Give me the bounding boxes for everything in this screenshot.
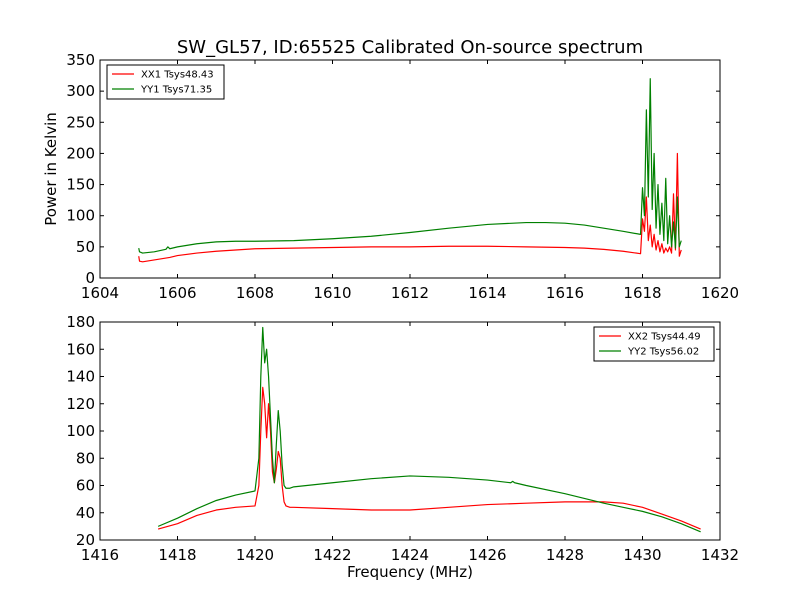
y-tick-label: 20 [76,531,95,549]
y-axis-label: Power in Kelvin [42,112,60,226]
x-axis-label: Frequency (MHz) [347,563,473,581]
series-line-yy [138,78,682,254]
chart-title: SW_GL57, ID:65525 Calibrated On-source s… [177,37,643,58]
x-tick-label: 1430 [623,546,661,564]
x-tick-label: 1416 [81,546,119,564]
series-line-yy [157,326,701,533]
x-tick-label: 1424 [391,546,429,564]
legend-entry: XX2 Tsys44.49 [628,332,701,343]
y-tick-label: 350 [66,51,95,69]
y-tick-label: 120 [66,395,95,413]
bottom-subplot: 1416 1418 1420 1422 1424 1426 1428 1430 1432 20 40… [66,313,739,581]
x-tick-label: 1422 [313,546,351,564]
x-tick-label: 1616 [546,284,584,302]
y-tick-label: 300 [66,82,95,100]
y-tick-label: 60 [76,477,95,495]
y-tick-label: 200 [66,144,95,162]
y-tick-label: 50 [76,238,95,256]
y-tick-label: 40 [76,504,95,522]
y-tick-label: 140 [66,368,95,386]
x-tick-label: 1608 [236,284,274,302]
x-tick-label: 1610 [313,284,351,302]
x-tick-label: 1606 [158,284,196,302]
x-tick-label: 1620 [701,284,739,302]
x-tick-label: 1612 [391,284,429,302]
x-tick-label: 1418 [158,546,196,564]
x-tick-label: 1428 [546,546,584,564]
x-tick-label: 1420 [236,546,274,564]
series-line-xx [157,386,701,530]
x-tick-label: 1432 [701,546,739,564]
x-tick-label: 1614 [468,284,506,302]
y-tick-label: 100 [66,207,95,225]
y-tick-label: 160 [66,340,95,358]
y-tick-label: 180 [66,313,95,331]
series-line-xx [138,152,682,263]
y-tick-label: 100 [66,422,95,440]
y-tick-label: 80 [76,449,95,467]
y-tick-label: 150 [66,176,95,194]
legend-entry: XX1 Tsys48.43 [141,70,214,81]
legend-entry: YY1 Tsys71.35 [140,85,212,96]
x-tick-label: 1618 [623,284,661,302]
legend-box [593,326,715,362]
legend-box [106,64,225,100]
top-subplot: 1604 1606 1608 1610 1612 1614 1616 1618 1620 0 50 1… [42,37,739,302]
y-tick-label: 0 [85,269,95,287]
x-tick-label: 1604 [81,284,119,302]
y-tick-label: 250 [66,113,95,131]
x-tick-label: 1426 [468,546,506,564]
legend-entry: YY2 Tsys56.02 [627,347,699,358]
